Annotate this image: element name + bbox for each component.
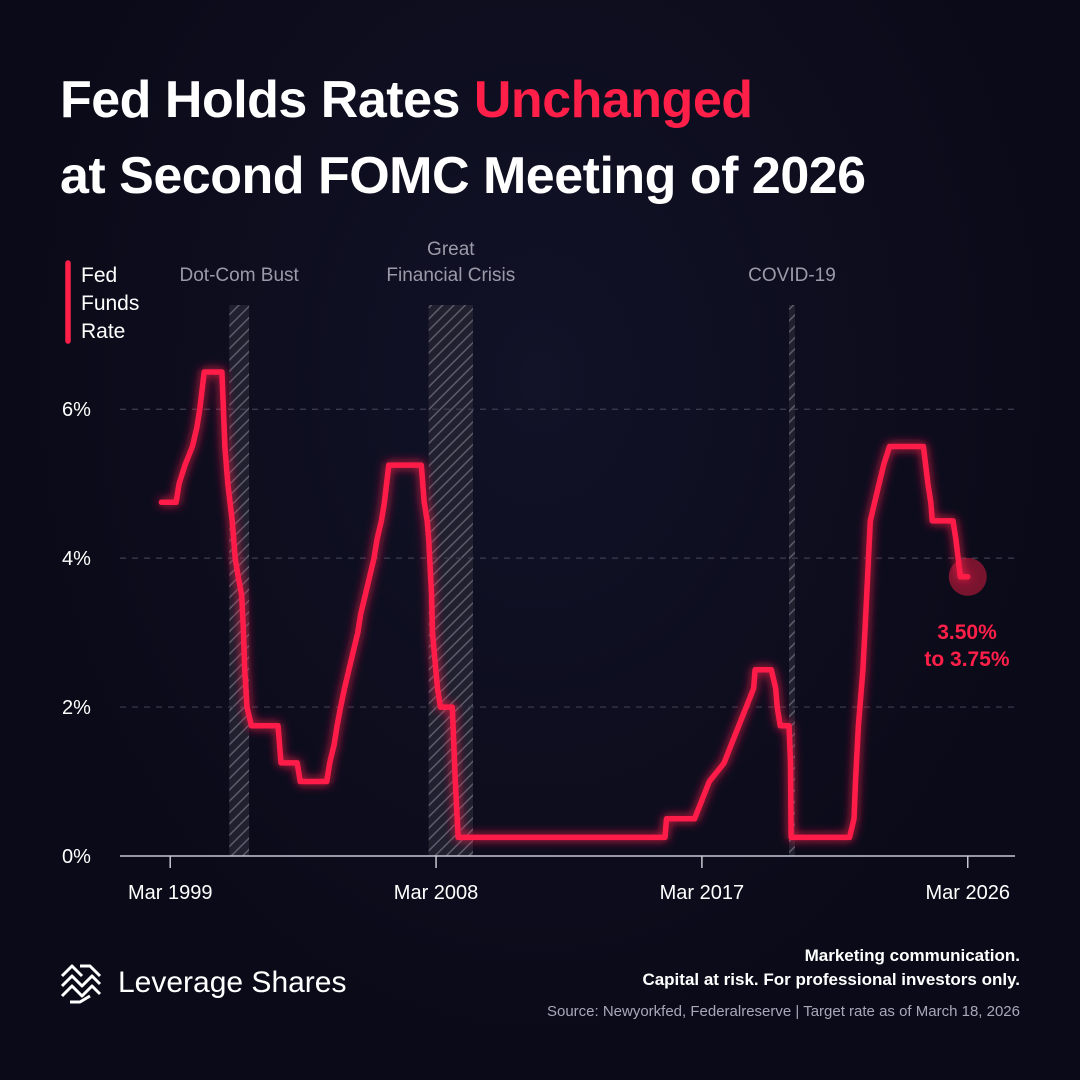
- recession-label: COVID-19: [748, 265, 836, 286]
- current-rate-label: to 3.75%: [924, 648, 1010, 671]
- recession-band-1: [428, 305, 473, 856]
- recession-label: Financial Crisis: [386, 265, 515, 286]
- current-rate-label: 3.50%: [937, 621, 997, 644]
- recession-band-2: [789, 305, 795, 856]
- y-tick-label: 0%: [62, 846, 91, 868]
- recession-label: Dot-Com Bust: [180, 265, 300, 286]
- brand-logo[interactable]: Leverage Shares: [58, 960, 347, 1006]
- title-prefix: Fed Holds Rates: [60, 71, 474, 129]
- current-rate-marker: [948, 557, 987, 596]
- x-tick-label: Mar 1999: [128, 882, 213, 904]
- y-tick-label: 6%: [62, 399, 91, 421]
- chart-title: Fed Holds Rates Unchanged at Second FOMC…: [60, 62, 1040, 214]
- disclaimer: Marketing communication. Capital at risk…: [642, 944, 1020, 992]
- fed-funds-rate-line: [158, 369, 971, 841]
- recession-label: Great: [427, 239, 475, 260]
- brand-name: Leverage Shares: [118, 966, 347, 999]
- y-tick-label: 2%: [62, 697, 91, 719]
- x-tick-label: Mar 2026: [925, 882, 1010, 904]
- legend-label: Rate: [81, 320, 125, 343]
- disclaimer-line-1: Marketing communication.: [804, 946, 1020, 965]
- source-note: Source: Newyorkfed, Federalreserve | Tar…: [546, 1003, 1020, 1020]
- x-tick-label: Mar 2008: [394, 882, 479, 904]
- disclaimer-line-2: Capital at risk. For professional invest…: [642, 970, 1020, 989]
- legend-label: Fed: [81, 264, 117, 287]
- legend-label: Funds: [81, 292, 139, 315]
- y-tick-label: 4%: [62, 548, 91, 570]
- title-accent: Unchanged: [473, 71, 753, 129]
- leverage-shares-logo-icon: [60, 964, 102, 1004]
- title-line2: at Second FOMC Meeting of 2026: [60, 147, 866, 205]
- x-tick-label: Mar 2017: [660, 882, 745, 904]
